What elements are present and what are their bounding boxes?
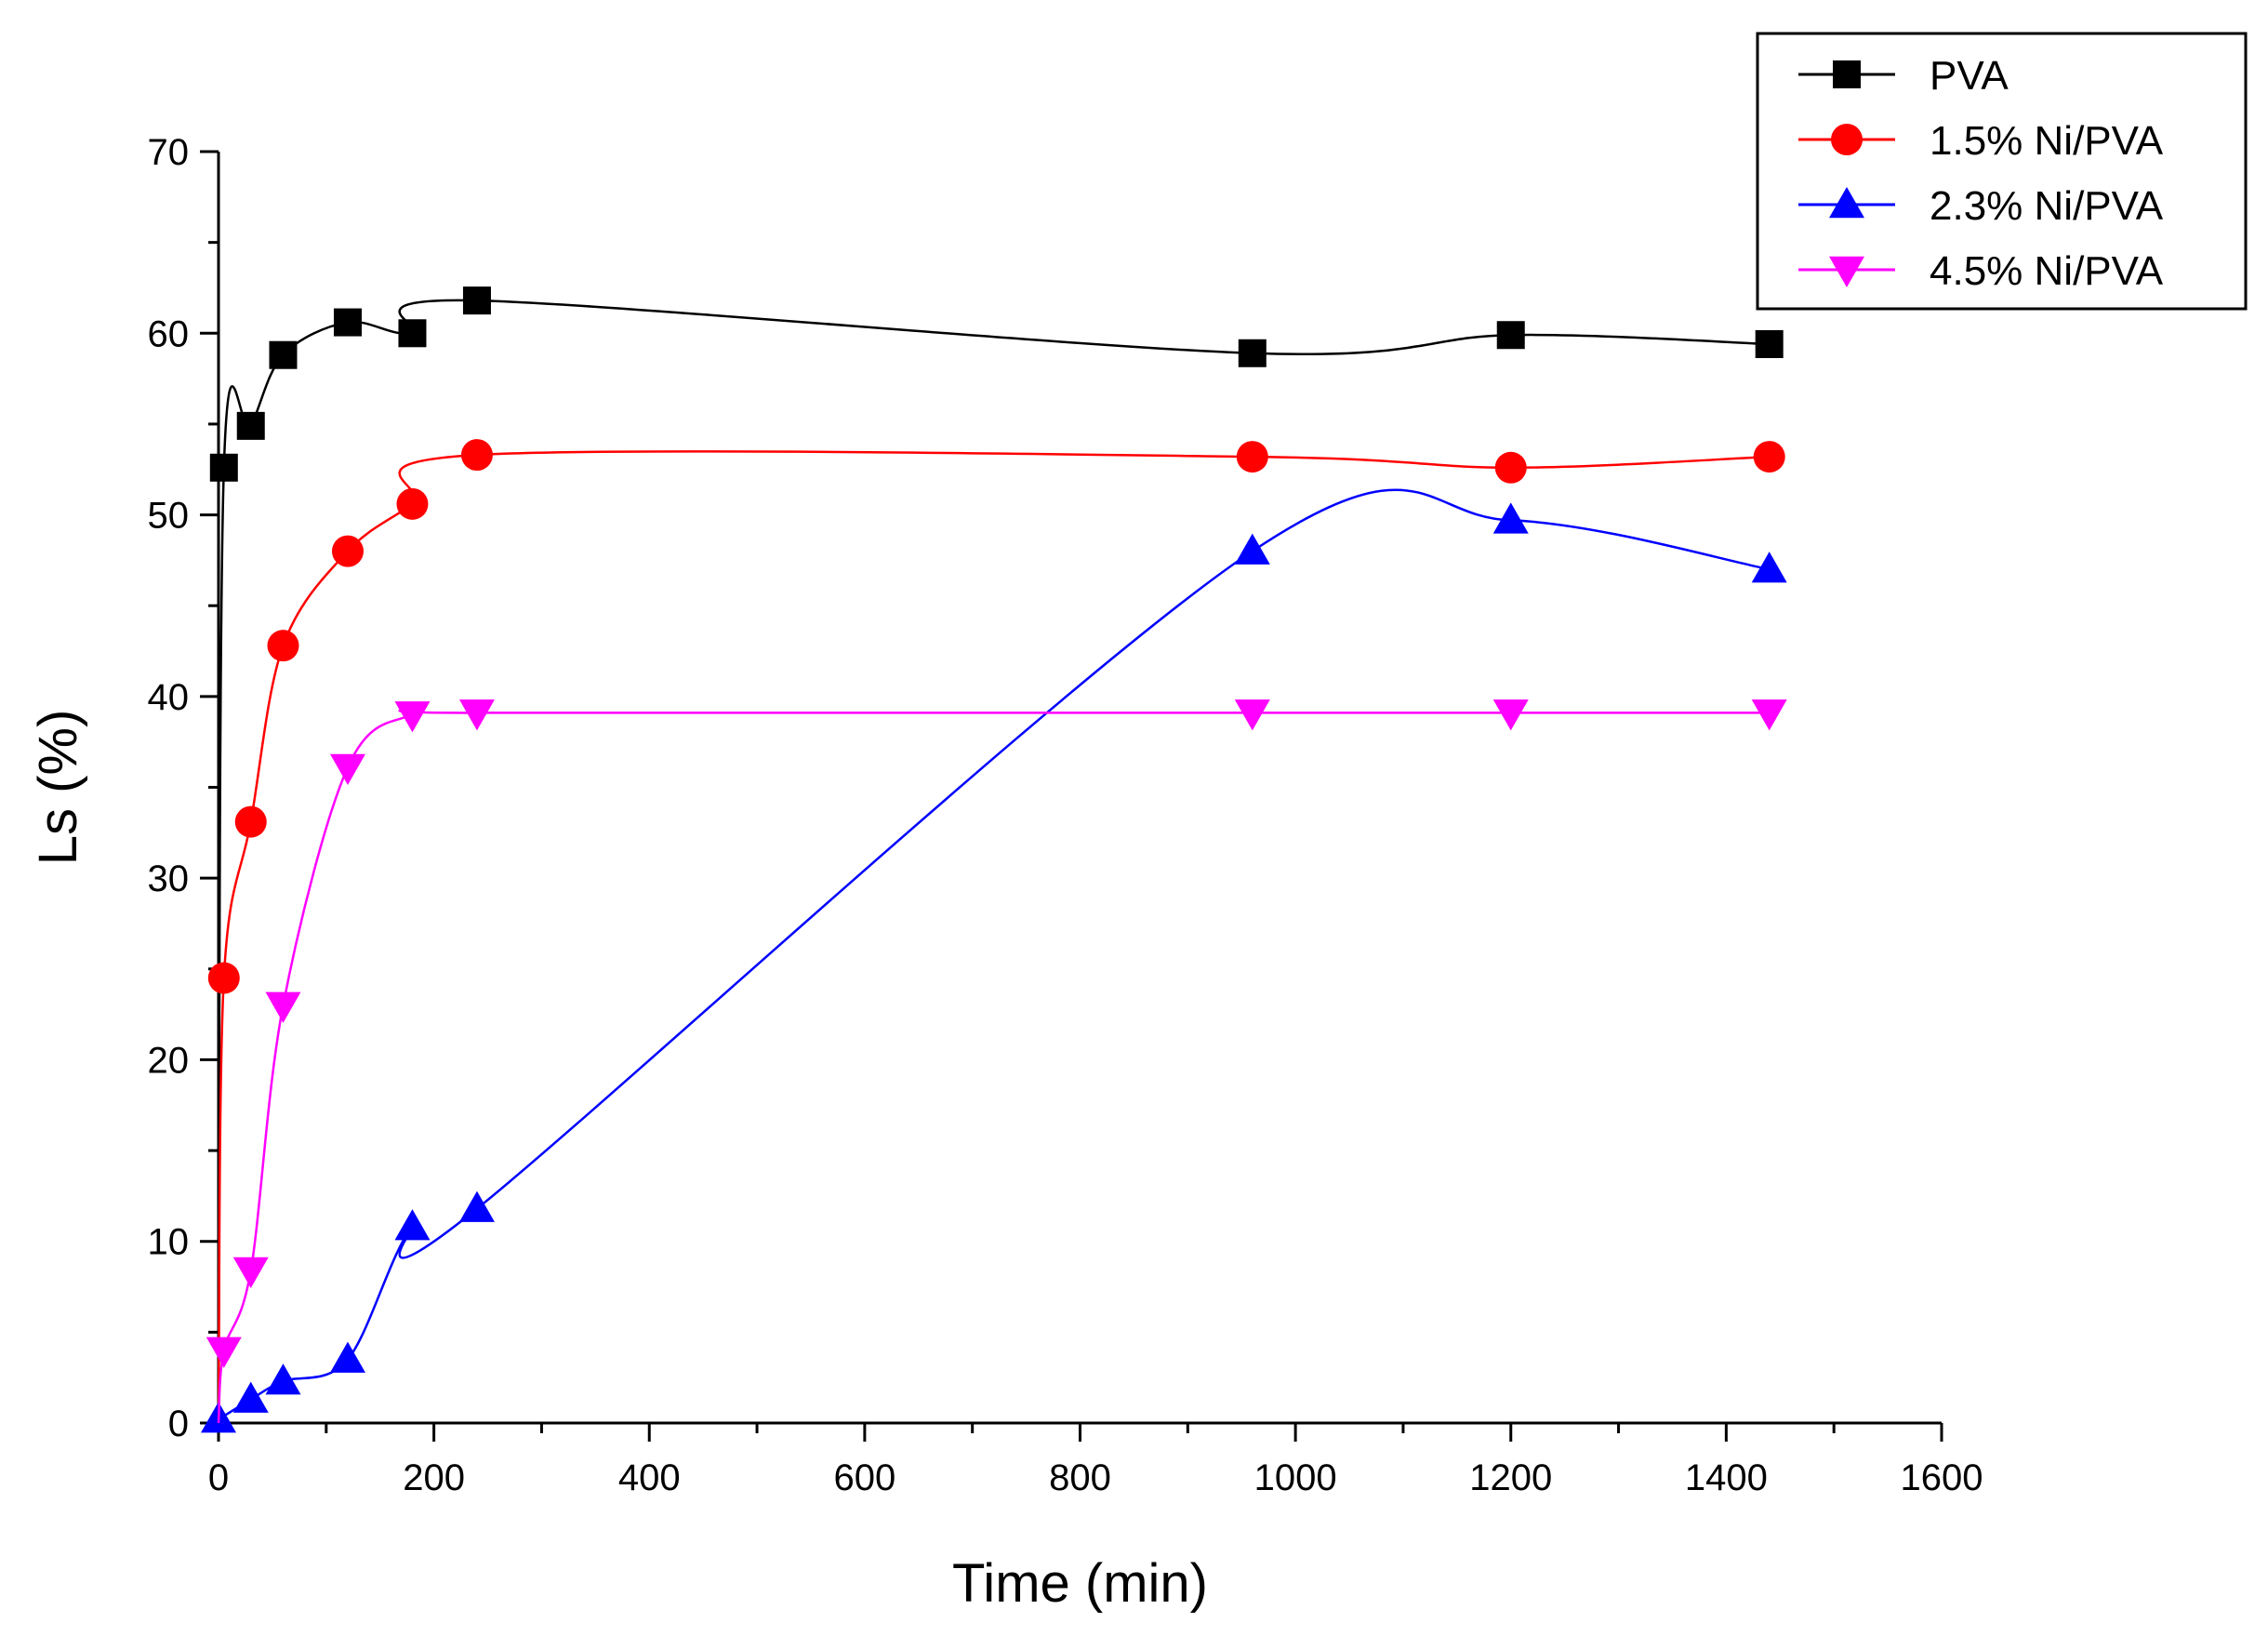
data-point bbox=[331, 535, 364, 567]
legend-marker bbox=[1833, 60, 1861, 88]
data-point bbox=[460, 439, 493, 472]
x-tick-label: 1000 bbox=[1254, 1457, 1337, 1498]
data-point bbox=[458, 1190, 495, 1222]
data-point bbox=[1492, 699, 1529, 731]
series-4 bbox=[206, 699, 1787, 1424]
data-point bbox=[394, 701, 431, 733]
y-tick-label: 70 bbox=[148, 132, 190, 173]
series-line bbox=[217, 450, 1770, 1424]
legend: PVA 1.5% Ni/PVA 2.3% Ni/PVA 4.5% Ni/PVA bbox=[1756, 32, 2248, 311]
x-tick-label: 800 bbox=[1049, 1457, 1111, 1498]
data-point bbox=[1751, 699, 1787, 731]
data-point bbox=[209, 453, 238, 482]
data-point bbox=[207, 962, 240, 994]
series-layer bbox=[201, 286, 1787, 1433]
data-point bbox=[1238, 339, 1267, 367]
x-tick-label: 1600 bbox=[1901, 1457, 1983, 1498]
data-point bbox=[267, 630, 299, 662]
data-point bbox=[1496, 321, 1525, 350]
x-tick-label: 1400 bbox=[1685, 1457, 1768, 1498]
data-point bbox=[232, 1257, 269, 1288]
legend-marker bbox=[1829, 187, 1864, 219]
series-line bbox=[218, 488, 1770, 1421]
x-tick-label: 400 bbox=[618, 1457, 681, 1498]
legend-entry: PVA bbox=[1798, 53, 2009, 99]
data-point bbox=[1492, 502, 1529, 534]
legend-label: 4.5% Ni/PVA bbox=[1930, 248, 2164, 294]
y-tick-label: 30 bbox=[148, 858, 190, 899]
data-point bbox=[265, 1363, 301, 1395]
legend-label: PVA bbox=[1930, 53, 2009, 99]
x-tick-label: 0 bbox=[208, 1457, 229, 1498]
data-point bbox=[1236, 441, 1268, 473]
data-point bbox=[234, 805, 267, 838]
y-tick-label: 60 bbox=[148, 313, 190, 354]
data-point bbox=[206, 1337, 242, 1368]
y-tick-label: 0 bbox=[168, 1403, 189, 1444]
axes: 0 200 400 600 800 1000 1200 1400 1600 0 10 20 30 40 50… bbox=[28, 132, 1983, 1614]
data-point bbox=[232, 1381, 269, 1413]
series-2 bbox=[207, 439, 1785, 1424]
data-point bbox=[394, 1209, 431, 1241]
legend-entry: 4.5% Ni/PVA bbox=[1798, 248, 2164, 294]
data-point bbox=[396, 487, 429, 520]
series-line bbox=[217, 709, 1770, 1424]
data-point bbox=[398, 319, 427, 348]
data-point bbox=[1755, 330, 1784, 359]
x-tick-label: 200 bbox=[403, 1457, 465, 1498]
y-tick-label: 10 bbox=[148, 1222, 190, 1263]
data-point bbox=[1494, 451, 1527, 484]
y-axis-title: Ls (%) bbox=[28, 710, 88, 866]
data-point bbox=[329, 753, 365, 786]
data-point bbox=[265, 991, 301, 1023]
data-point bbox=[236, 411, 265, 440]
y-tick-label: 20 bbox=[148, 1040, 190, 1081]
legend-entry: 2.3% Ni/PVA bbox=[1798, 183, 2164, 229]
data-point bbox=[1751, 552, 1787, 583]
x-tick-label: 1200 bbox=[1469, 1457, 1552, 1498]
legend-entry: 1.5% Ni/PVA bbox=[1798, 118, 2164, 164]
series-3 bbox=[201, 488, 1787, 1433]
data-point bbox=[269, 340, 298, 369]
data-point bbox=[333, 308, 362, 337]
series-line bbox=[217, 299, 1770, 1424]
data-point bbox=[1234, 699, 1270, 731]
y-tick-label: 40 bbox=[148, 677, 190, 718]
data-point bbox=[458, 699, 495, 731]
series-1 bbox=[209, 286, 1784, 1424]
legend-label: 2.3% Ni/PVA bbox=[1930, 183, 2164, 229]
x-axis-title: Time (min) bbox=[952, 1553, 1208, 1614]
y-tick-label: 50 bbox=[148, 496, 190, 537]
x-tick-label: 600 bbox=[834, 1457, 896, 1498]
data-point bbox=[329, 1341, 365, 1373]
legend-label: 1.5% Ni/PVA bbox=[1930, 118, 2164, 164]
data-point bbox=[1234, 533, 1270, 565]
legend-marker bbox=[1831, 124, 1863, 155]
data-point bbox=[1753, 441, 1785, 473]
legend-marker bbox=[1829, 256, 1864, 287]
data-point bbox=[462, 286, 491, 315]
